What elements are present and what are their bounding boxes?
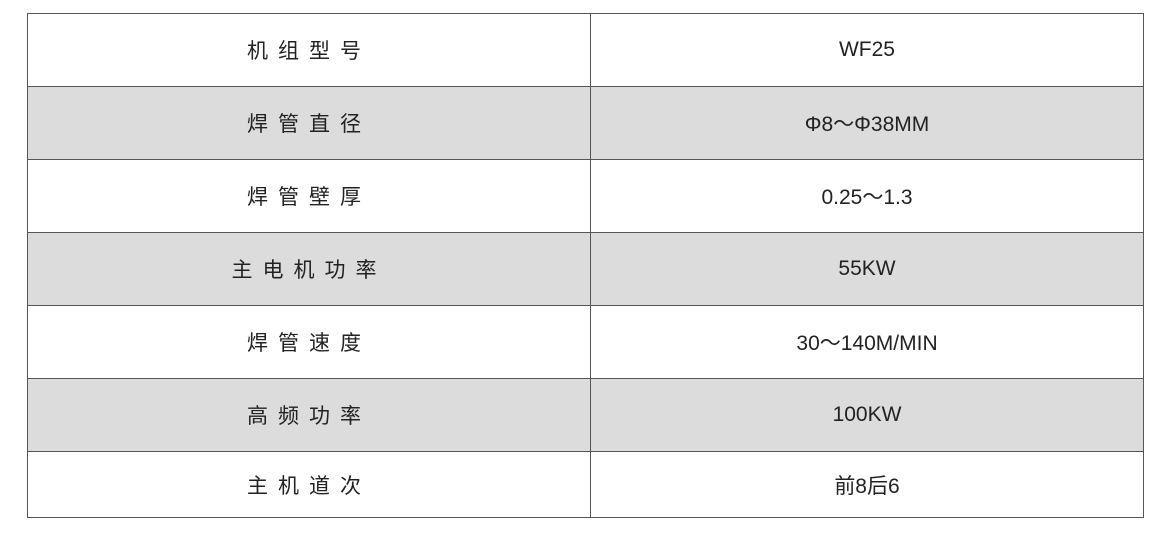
spec-table: 机组型号 WF25 焊管直径 Φ8～Φ38MM 焊管壁厚 0.25～1.3 主电机功率…	[27, 13, 1144, 518]
row-value: 30～140M/MIN	[590, 305, 1144, 379]
row-label: 焊管直径	[27, 86, 591, 160]
table-row: 高频功率 100KW	[27, 378, 1144, 452]
row-value: 100KW	[590, 378, 1144, 452]
row-label: 机组型号	[27, 13, 591, 87]
row-label: 主电机功率	[27, 232, 591, 306]
row-label: 焊管速度	[27, 305, 591, 379]
table-row: 焊管速度 30～140M/MIN	[27, 305, 1144, 379]
row-value: 0.25～1.3	[590, 159, 1144, 233]
row-value: Φ8～Φ38MM	[590, 86, 1144, 160]
spec-table-body: 机组型号 WF25 焊管直径 Φ8～Φ38MM 焊管壁厚 0.25～1.3 主电机功率…	[27, 13, 1144, 518]
table-row: 主机道次 前8后6	[27, 451, 1144, 518]
row-value: WF25	[590, 13, 1144, 87]
table-row: 机组型号 WF25	[27, 13, 1144, 87]
table-row: 焊管壁厚 0.25～1.3	[27, 159, 1144, 233]
row-value: 55KW	[590, 232, 1144, 306]
row-label: 高频功率	[27, 378, 591, 452]
row-label: 主机道次	[27, 451, 591, 518]
table-row: 主电机功率 55KW	[27, 232, 1144, 306]
table-row: 焊管直径 Φ8～Φ38MM	[27, 86, 1144, 160]
row-value: 前8后6	[590, 451, 1144, 518]
row-label: 焊管壁厚	[27, 159, 591, 233]
